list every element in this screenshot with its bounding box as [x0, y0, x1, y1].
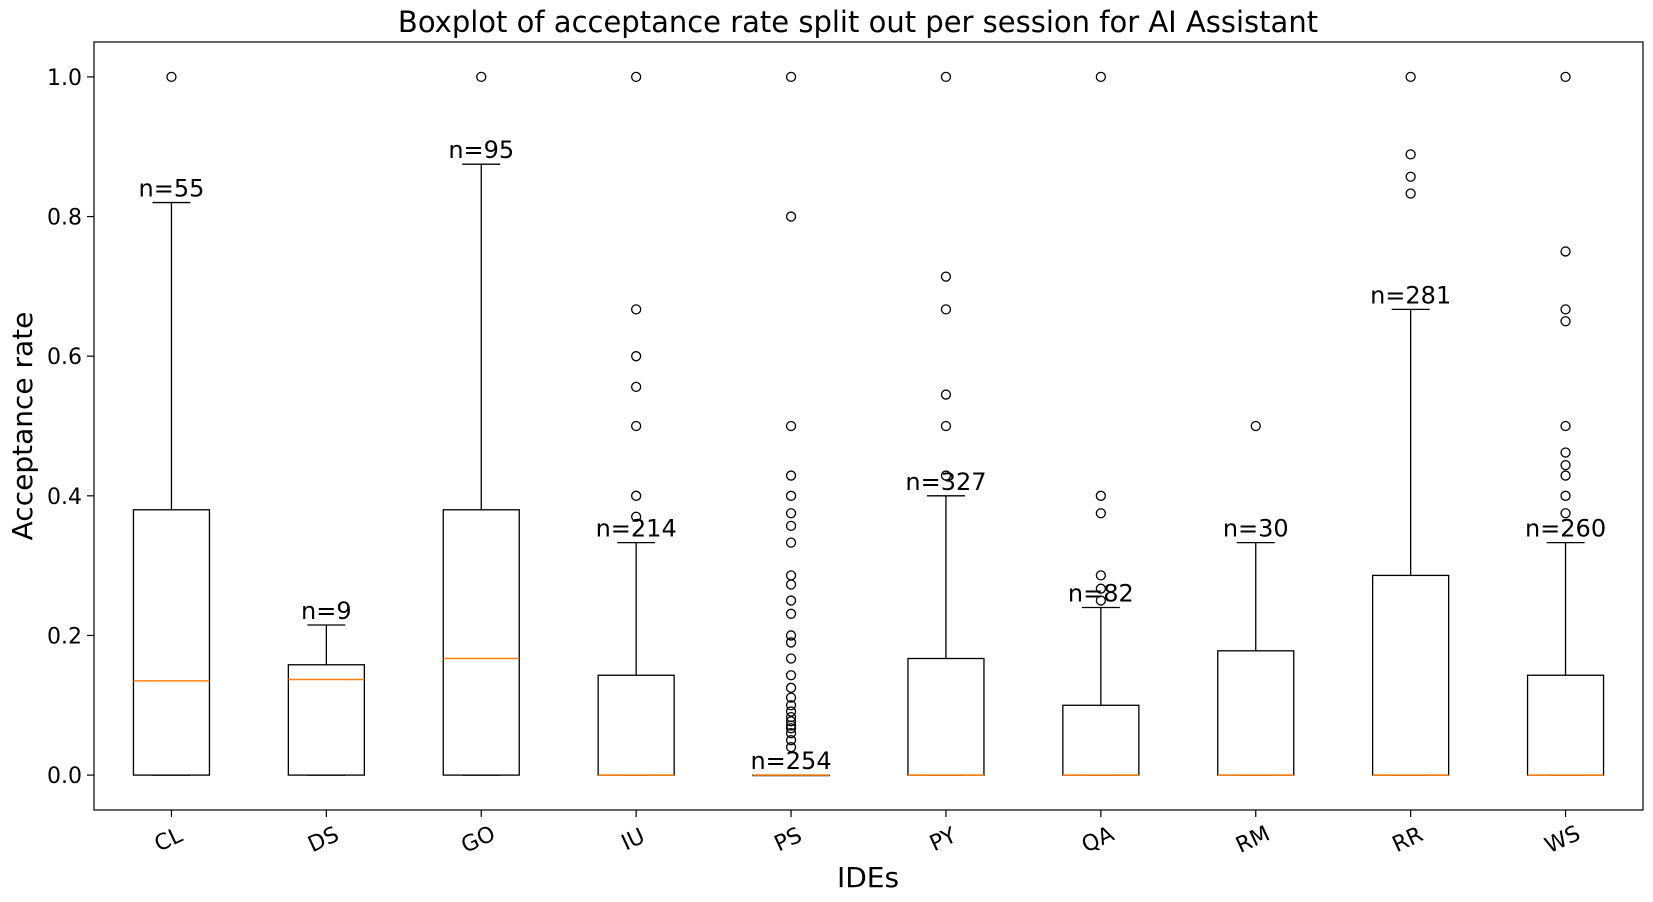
x-axis-label: IDEs [837, 861, 899, 894]
outlier-point [785, 728, 797, 739]
chart-title: Boxplot of acceptance rate split out per… [398, 5, 1318, 39]
outlier-point [785, 716, 797, 727]
outlier-point [476, 71, 487, 83]
y-tick-label: 0.0 [47, 764, 82, 789]
outlier-point [1560, 316, 1571, 327]
sample-size-label: n=327 [905, 468, 986, 496]
outlier-point [1095, 71, 1106, 83]
outlier-point [785, 723, 797, 734]
outlier-point [1095, 583, 1106, 594]
outlier-point [631, 420, 642, 432]
outlier-point [785, 735, 797, 746]
outlier-point [785, 670, 797, 681]
outlier-point [1250, 420, 1261, 432]
y-tick-label: 0.4 [47, 485, 82, 510]
sample-size-label: n=30 [1223, 515, 1289, 543]
outlier-point [1095, 595, 1106, 606]
outlier-point [785, 470, 797, 481]
outlier-point [1560, 71, 1571, 83]
outlier-point [1560, 304, 1571, 315]
outlier-point [1560, 490, 1571, 501]
outlier-point [940, 271, 952, 282]
outlier-point [1095, 490, 1106, 501]
outlier-point [785, 700, 797, 711]
outlier-point [631, 351, 642, 362]
outlier-point [1560, 447, 1571, 458]
outlier-point [1095, 508, 1106, 519]
sample-size-label: n=82 [1068, 580, 1134, 608]
sample-size-label: n=254 [750, 747, 831, 775]
outlier-point [940, 71, 952, 83]
outlier-point [785, 653, 797, 664]
outlier-point [1095, 570, 1106, 581]
outlier-point [1560, 459, 1571, 471]
outlier-point [1560, 470, 1571, 481]
outlier-point [785, 508, 797, 519]
outlier-point [940, 389, 952, 400]
outlier-point [1405, 71, 1416, 83]
box-iqr [287, 664, 366, 776]
outlier-point [631, 381, 642, 393]
outlier-point [785, 71, 797, 83]
outlier-point [1405, 171, 1416, 182]
outlier-point [166, 71, 177, 83]
sample-size-label: n=260 [1525, 515, 1606, 543]
box-iqr [132, 509, 211, 776]
sample-size-label: n=281 [1370, 281, 1451, 309]
outlier-point [785, 211, 797, 222]
y-tick-label: 0.6 [47, 345, 82, 370]
outlier-point [785, 608, 797, 619]
outlier-point [1560, 420, 1571, 432]
outlier-point [631, 511, 642, 522]
outlier-point [940, 420, 952, 432]
outlier-point [1560, 246, 1571, 257]
outlier-point [940, 470, 952, 481]
sample-size-label: n=55 [139, 175, 205, 203]
outlier-point [940, 304, 952, 315]
sample-size-label: n=95 [448, 136, 514, 164]
outlier-point [631, 490, 642, 501]
outlier-point [785, 490, 797, 501]
outlier-point [785, 637, 797, 648]
outlier-point [785, 706, 797, 717]
outlier-point [785, 682, 797, 693]
outlier-point [785, 420, 797, 432]
outlier-point [785, 711, 797, 723]
outlier-point [631, 304, 642, 315]
outlier-point [785, 595, 797, 606]
outlier-point [785, 630, 797, 641]
sample-size-label: n=9 [301, 597, 352, 625]
outlier-point [1405, 149, 1416, 160]
y-tick-label: 0.8 [47, 206, 82, 231]
outlier-point [785, 570, 797, 581]
y-tick-label: 0.2 [47, 624, 82, 649]
outlier-point [785, 537, 797, 548]
outlier-point [785, 742, 797, 753]
outlier-point [785, 520, 797, 531]
axes-frame [93, 41, 1644, 811]
y-axis-label: Acceptance rate [6, 312, 39, 541]
outlier-point [1560, 508, 1571, 519]
outlier-point [785, 692, 797, 703]
outlier-point [631, 71, 642, 83]
outlier-point [1405, 188, 1416, 199]
box-iqr [442, 509, 520, 776]
sample-size-label: n=214 [596, 515, 677, 543]
y-tick-label: 1.0 [47, 66, 82, 91]
